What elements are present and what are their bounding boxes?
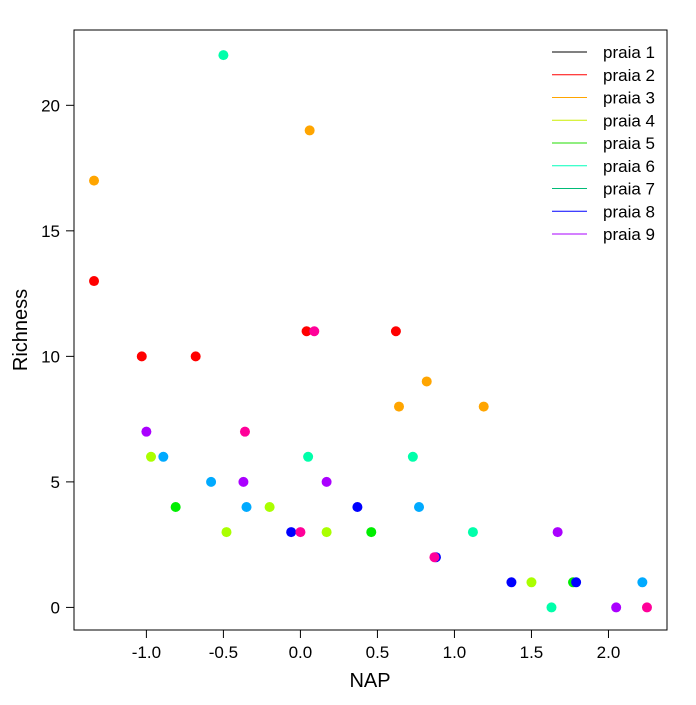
legend-label: praia 1 [603,43,655,62]
x-axis-label: NAP [349,670,390,692]
data-point [552,527,563,538]
data-point [390,326,401,337]
data-point [366,527,377,538]
y-tick-label: 5 [51,473,60,492]
data-point [158,451,169,462]
data-point [407,451,418,462]
data-point [241,501,252,512]
data-point [641,602,652,613]
y-axis: 0 5 10 15 20 [41,96,75,617]
x-tick-label: 2.0 [597,643,621,662]
legend-label: praia 6 [603,157,655,176]
data-point [295,527,306,538]
data-point [526,577,537,588]
data-point [421,376,432,387]
data-point [239,426,250,437]
legend-label: praia 7 [603,180,655,199]
data-point [321,527,332,538]
x-tick-label: -0.5 [209,643,238,662]
data-point [611,602,622,613]
data-point [393,401,404,412]
x-tick-label: -1.0 [132,643,161,662]
data-points [89,50,652,613]
legend-label: praia 2 [603,66,655,85]
data-point [321,476,332,487]
data-point [170,501,181,512]
legend-label: praia 9 [603,225,655,244]
data-point [478,401,489,412]
data-point [206,476,217,487]
data-point [146,451,157,462]
data-point [467,527,478,538]
legend-label: praia 8 [603,202,655,221]
data-point [89,276,100,287]
legend: praia 1 praia 2 praia 3 praia 4 praia 5 praia… [552,43,655,244]
data-point [637,577,648,588]
x-tick-label: 0.5 [366,643,390,662]
data-point [190,351,201,362]
data-point [89,175,100,186]
data-point [264,501,275,512]
data-point [304,125,315,136]
legend-label: praia 4 [603,111,655,130]
y-axis-label: Richness [10,289,32,371]
data-point [414,501,425,512]
data-point [571,577,582,588]
x-tick-label: 1.0 [443,643,467,662]
data-point [309,326,320,337]
y-tick-label: 0 [51,598,60,617]
data-point [429,552,440,563]
data-point [141,426,152,437]
data-point [286,527,297,538]
data-point [506,577,517,588]
data-point [303,451,314,462]
data-point [238,476,249,487]
data-point [352,501,363,512]
data-point [301,326,312,337]
x-tick-label: 1.5 [520,643,544,662]
data-point [136,351,147,362]
legend-label: praia 3 [603,89,655,108]
y-tick-label: 10 [41,347,60,366]
data-point [546,602,557,613]
data-point [218,50,229,61]
x-tick-label: 0.0 [289,643,313,662]
y-tick-label: 20 [41,96,60,115]
y-tick-label: 15 [41,222,60,241]
legend-label: praia 5 [603,134,655,153]
x-axis: -1.0 -0.5 0.0 0.5 1.0 1.5 2.0 [132,629,621,662]
data-point [221,527,232,538]
